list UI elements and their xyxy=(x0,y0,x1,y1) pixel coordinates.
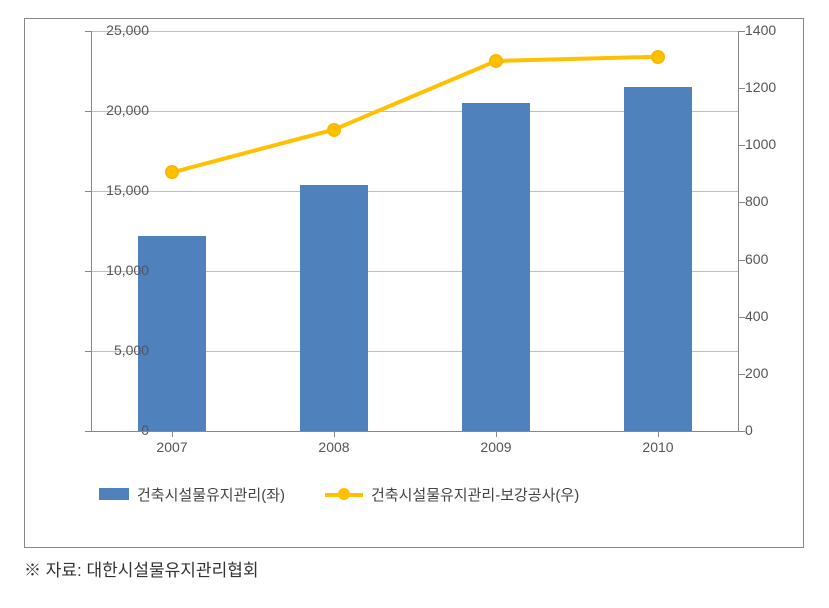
y-tick-label-left: 15,000 xyxy=(89,182,149,198)
y-tick-label-left: 0 xyxy=(89,422,149,438)
y-tick-label-right: 1000 xyxy=(745,136,795,152)
axis-line xyxy=(91,431,739,432)
y-tick-label-left: 5,000 xyxy=(89,342,149,358)
x-tick xyxy=(496,431,497,437)
chart-container: 건축시설물유지관리(좌) 건축시설물유지관리-보강공사(우) 0 5,000 10,… xyxy=(0,0,829,608)
bar xyxy=(462,103,530,431)
y-tick-label-right: 800 xyxy=(745,193,795,209)
x-tick-label: 2009 xyxy=(456,439,536,455)
line-marker xyxy=(327,123,341,137)
y-tick-label-right: 400 xyxy=(745,308,795,324)
legend-label-bar: 건축시설물유지관리(좌) xyxy=(137,484,285,505)
x-tick xyxy=(172,431,173,437)
bar xyxy=(624,87,692,431)
legend: 건축시설물유지관리(좌) 건축시설물유지관리-보강공사(우) xyxy=(99,479,739,509)
x-tick xyxy=(658,431,659,437)
bar xyxy=(300,185,368,431)
x-tick-label: 2010 xyxy=(618,439,698,455)
y-tick-label-right: 600 xyxy=(745,251,795,267)
chart-frame: 건축시설물유지관리(좌) 건축시설물유지관리-보강공사(우) 0 5,000 10,… xyxy=(24,18,804,548)
y-tick-label-right: 1400 xyxy=(745,22,795,38)
legend-item-bar: 건축시설물유지관리(좌) xyxy=(99,484,285,505)
axis-line xyxy=(91,31,92,431)
y-tick-label-right: 200 xyxy=(745,365,795,381)
legend-swatch-line xyxy=(325,487,363,501)
line-marker xyxy=(489,54,503,68)
x-tick-label: 2008 xyxy=(294,439,374,455)
plot-area xyxy=(91,31,739,431)
x-tick-label: 2007 xyxy=(132,439,212,455)
line-marker xyxy=(651,50,665,64)
y-tick-label-right: 0 xyxy=(745,422,795,438)
y-tick-label-left: 25,000 xyxy=(89,22,149,38)
legend-label-line: 건축시설물유지관리-보강공사(우) xyxy=(371,484,579,505)
gridline xyxy=(91,31,739,32)
legend-item-line: 건축시설물유지관리-보강공사(우) xyxy=(325,484,579,505)
y-tick-label-right: 1200 xyxy=(745,79,795,95)
line-marker xyxy=(165,165,179,179)
axis-line xyxy=(738,31,739,431)
x-tick xyxy=(334,431,335,437)
source-note: ※ 자료: 대한시설물유지관리협회 xyxy=(24,556,259,581)
y-tick-label-left: 10,000 xyxy=(89,262,149,278)
y-tick-label-left: 20,000 xyxy=(89,102,149,118)
legend-swatch-bar xyxy=(99,488,129,500)
